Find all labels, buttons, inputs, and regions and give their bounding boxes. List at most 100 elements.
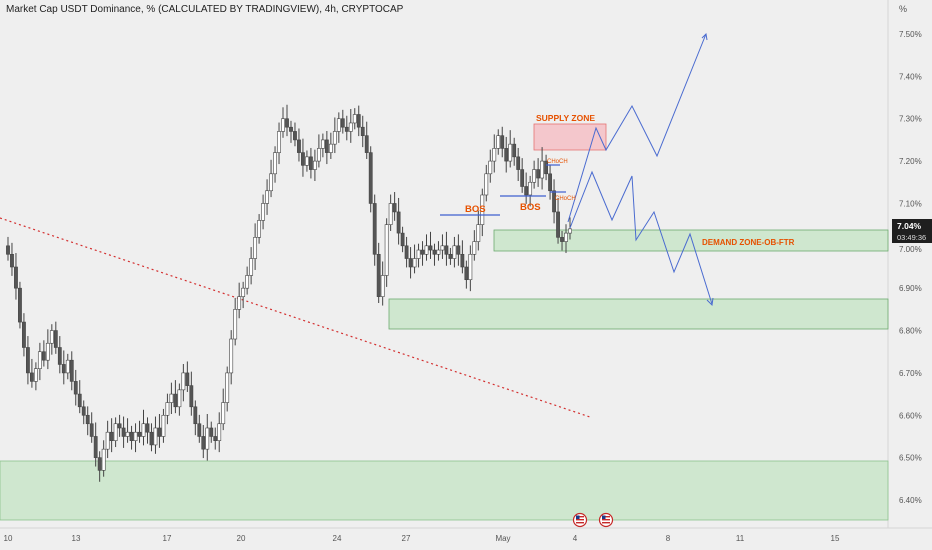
price-axis-unit: % <box>899 4 907 14</box>
mid-demand-zone[interactable] <box>389 299 888 329</box>
price-tick-label: 7.40% <box>899 72 922 81</box>
candle <box>246 267 249 295</box>
candle <box>521 158 524 193</box>
candle <box>178 384 181 416</box>
candle <box>289 121 292 143</box>
candle <box>465 261 468 289</box>
demand-zone-ob-ftr[interactable] <box>494 230 888 251</box>
price-tick-label: 7.00% <box>899 245 922 254</box>
candle <box>349 109 352 143</box>
candle <box>556 198 559 244</box>
candle <box>413 245 416 274</box>
price-tick-label: 6.80% <box>899 327 922 336</box>
candle <box>58 336 61 373</box>
candle <box>186 361 189 392</box>
candle <box>74 370 77 406</box>
candle <box>146 417 149 443</box>
candle <box>174 380 177 413</box>
candle <box>453 237 456 268</box>
candle <box>509 130 512 167</box>
candle <box>86 406 89 435</box>
candle <box>540 147 543 189</box>
time-axis-ticks: 10 13 17 20 24 27 May 4 8 11 15 <box>4 534 840 543</box>
candle <box>162 409 165 443</box>
candle <box>170 383 173 414</box>
us-flag-event-icon[interactable] <box>600 514 613 527</box>
candle <box>497 129 500 154</box>
candle <box>341 110 344 134</box>
candle <box>369 146 372 212</box>
candle <box>297 128 300 161</box>
choch-label-2: CHoCH <box>555 196 576 202</box>
candle <box>533 161 536 189</box>
price-tick-label: 7.20% <box>899 157 922 166</box>
candle <box>90 412 93 443</box>
candle <box>261 195 264 230</box>
candle <box>389 195 392 231</box>
candle <box>130 426 133 450</box>
candle <box>14 253 17 300</box>
candle <box>421 241 424 266</box>
price-tick-label: 7.10% <box>899 199 922 208</box>
candle <box>365 122 368 159</box>
candle <box>114 417 117 447</box>
candle <box>409 247 412 278</box>
choch-label-1: CHoCH <box>547 159 568 165</box>
candle <box>166 394 169 425</box>
candle <box>110 418 113 452</box>
candle <box>38 343 41 380</box>
us-flag-event-icon[interactable] <box>574 514 587 527</box>
candle <box>94 422 97 466</box>
time-tick-label: 27 <box>402 534 411 543</box>
current-price-value: 7.04% <box>897 221 922 231</box>
candle <box>26 336 29 384</box>
candle <box>397 198 400 245</box>
candle <box>150 423 153 451</box>
candle <box>437 241 440 260</box>
candle <box>425 234 428 260</box>
candle <box>82 400 85 424</box>
candle <box>393 192 396 221</box>
candle <box>126 418 129 443</box>
candle <box>548 165 551 200</box>
candle <box>513 138 516 166</box>
candle <box>66 354 69 379</box>
candle <box>357 106 360 137</box>
candle <box>46 329 49 369</box>
candle <box>405 237 408 268</box>
time-tick-label: 20 <box>237 534 246 543</box>
supply-zone[interactable] <box>534 124 606 150</box>
candle <box>194 400 197 435</box>
candle <box>54 322 57 354</box>
candle <box>501 127 504 158</box>
candle-series <box>6 105 571 482</box>
time-tick-label: 8 <box>666 534 671 543</box>
candle <box>361 116 364 147</box>
current-price-tag[interactable]: 7.04% 03:49:36 <box>892 219 932 243</box>
time-tick-label: 4 <box>573 534 578 543</box>
candle <box>293 123 296 147</box>
candle <box>401 227 404 252</box>
candle <box>202 425 205 458</box>
candle <box>218 412 221 452</box>
price-tick-label: 6.60% <box>899 411 922 420</box>
candle <box>441 234 444 259</box>
candle <box>222 389 225 431</box>
candle <box>242 282 245 308</box>
demand-zone-label: DEMAND ZONE-OB-FTR <box>702 238 795 247</box>
candle <box>417 244 420 268</box>
bos-label-1: BOS <box>465 204 486 215</box>
bos-label-2: BOS <box>520 202 541 213</box>
candle <box>230 330 233 384</box>
candle <box>517 148 520 181</box>
candle <box>473 230 476 261</box>
candle <box>265 179 268 215</box>
candle <box>385 218 388 287</box>
candle <box>505 137 508 173</box>
lower-demand-zone[interactable] <box>0 461 888 520</box>
candle <box>62 350 65 384</box>
candle <box>321 134 324 158</box>
candle <box>377 243 380 303</box>
